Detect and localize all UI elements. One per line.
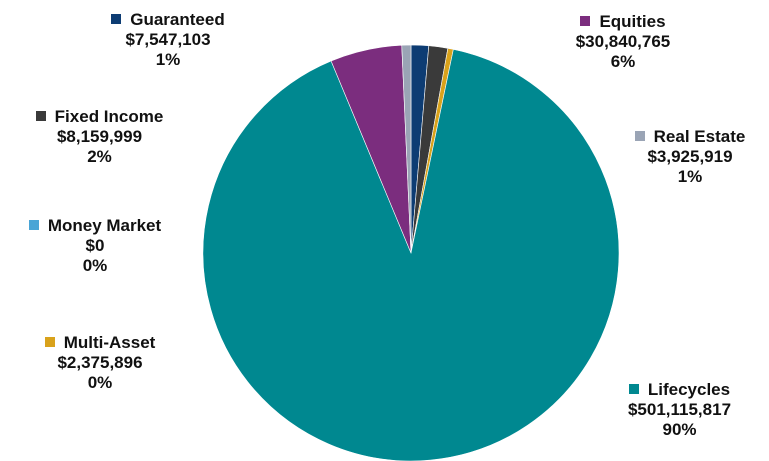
- swatch-equities: [580, 16, 591, 26]
- label-multi-asset-name: Multi-Asset: [63, 333, 156, 352]
- label-multi-asset-percent: 0%: [87, 373, 113, 392]
- label-real-estate-name: Real Estate: [653, 127, 746, 146]
- label-real-estate-amount: $3,925,919: [647, 147, 733, 166]
- slice-lifecycles: [202, 49, 620, 461]
- swatch-fixed-income: [35, 111, 46, 121]
- label-money-market-percent: 0%: [82, 256, 108, 275]
- label-real-estate-percent: 1%: [677, 167, 703, 186]
- label-multi-asset: Multi-Asset $2,375,896 0%: [15, 333, 185, 393]
- label-fixed-income: Fixed Income $8,159,999 2%: [12, 107, 187, 167]
- label-real-estate: Real Estate $3,925,919 1%: [615, 127, 765, 187]
- label-lifecycles-percent: 90%: [662, 420, 697, 439]
- swatch-money-market: [28, 220, 39, 230]
- label-guaranteed-amount: $7,547,103: [125, 30, 211, 49]
- label-fixed-income-amount: $8,159,999: [56, 127, 143, 146]
- swatch-multi-asset: [44, 337, 55, 347]
- label-guaranteed-name: Guaranteed: [130, 10, 225, 29]
- swatch-real-estate: [634, 131, 645, 141]
- slice-real-estate: [401, 44, 412, 254]
- label-money-market: Money Market $0 0%: [5, 216, 185, 276]
- label-equities: Equities $30,840,765 6%: [553, 12, 693, 72]
- label-equities-amount: $30,840,765: [575, 32, 671, 51]
- label-money-market-amount: $0: [85, 236, 105, 255]
- label-guaranteed: Guaranteed $7,547,103 1%: [88, 10, 248, 70]
- label-multi-asset-amount: $2,375,896: [57, 353, 143, 372]
- label-lifecycles-name: Lifecycles: [647, 380, 731, 399]
- label-guaranteed-percent: 1%: [155, 50, 181, 69]
- label-equities-name: Equities: [599, 12, 666, 31]
- label-money-market-name: Money Market: [47, 216, 162, 235]
- swatch-guaranteed: [111, 14, 122, 24]
- label-fixed-income-name: Fixed Income: [54, 107, 164, 126]
- label-fixed-income-percent: 2%: [87, 147, 112, 166]
- label-lifecycles-amount: $501,115,817: [627, 400, 732, 419]
- swatch-lifecycles: [628, 384, 639, 394]
- label-lifecycles: Lifecycles $501,115,817 90%: [592, 380, 767, 440]
- label-equities-percent: 6%: [610, 52, 636, 71]
